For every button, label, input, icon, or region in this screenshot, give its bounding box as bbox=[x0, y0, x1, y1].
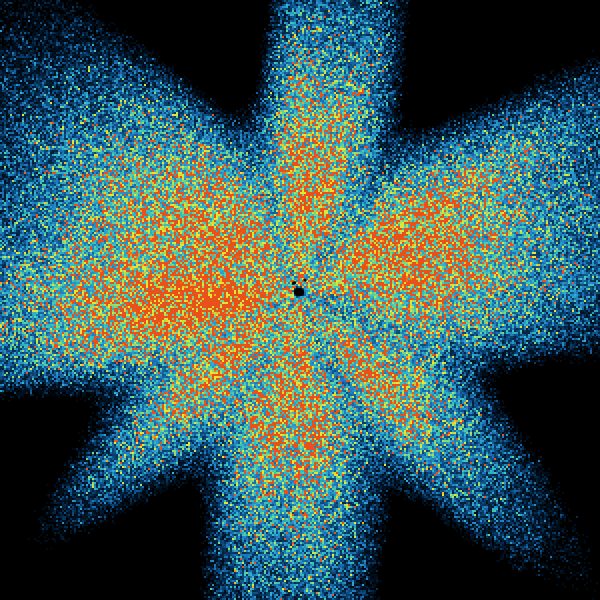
figure-root: Speckle Intensity Map False-colour speck… bbox=[0, 0, 600, 600]
speckle-heatmap-canvas bbox=[0, 0, 600, 600]
